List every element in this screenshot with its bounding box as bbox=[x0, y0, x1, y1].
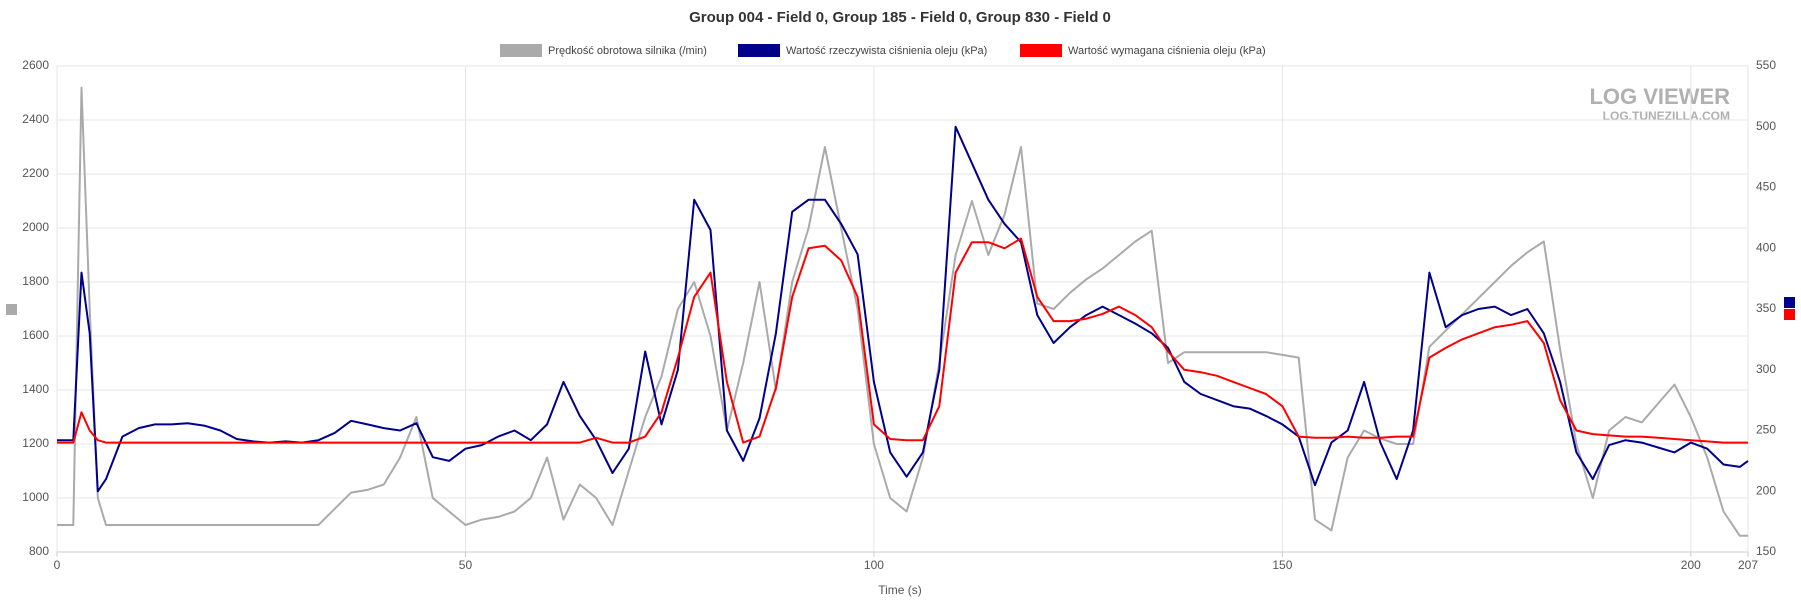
legend-label: Wartość rzeczywista ciśnienia oleju (kPa… bbox=[786, 45, 987, 57]
y2-tick-label: 400 bbox=[1756, 240, 1776, 254]
y-tick-label: 2400 bbox=[22, 112, 49, 126]
axis-marker bbox=[1784, 297, 1795, 308]
y-tick-label: 2200 bbox=[22, 166, 49, 180]
y2-tick-label: 350 bbox=[1756, 301, 1776, 315]
y-tick-label: 2000 bbox=[22, 220, 49, 234]
x-axis-label: Time (s) bbox=[878, 583, 922, 597]
y2-tick-label: 150 bbox=[1756, 544, 1776, 558]
y-tick-label: 2600 bbox=[22, 58, 49, 72]
x-tick-label: 100 bbox=[864, 558, 884, 572]
legend-swatch bbox=[1020, 44, 1062, 57]
y2-tick-label: 550 bbox=[1756, 58, 1776, 72]
y2-tick-label: 250 bbox=[1756, 423, 1776, 437]
watermark-title: LOG VIEWER bbox=[1589, 84, 1730, 109]
y-tick-label: 1000 bbox=[22, 490, 49, 504]
legend-swatch bbox=[738, 44, 780, 57]
y2-tick-label: 450 bbox=[1756, 180, 1776, 194]
y2-tick-label: 500 bbox=[1756, 119, 1776, 133]
series-line bbox=[57, 125, 1749, 493]
axis-marker bbox=[6, 304, 17, 315]
y-tick-label: 800 bbox=[29, 544, 49, 558]
x-tick-label: 207 bbox=[1738, 558, 1758, 572]
y-tick-label: 1600 bbox=[22, 328, 49, 342]
series-line bbox=[57, 86, 1748, 537]
legend-label: Wartość wymagana ciśnienia oleju (kPa) bbox=[1068, 45, 1266, 57]
x-tick-label: 200 bbox=[1681, 558, 1701, 572]
x-tick-label: 50 bbox=[459, 558, 473, 572]
chart-title: Group 004 - Field 0, Group 185 - Field 0… bbox=[689, 9, 1111, 26]
series-line bbox=[57, 237, 1748, 444]
y2-tick-label: 200 bbox=[1756, 483, 1776, 497]
axis-marker bbox=[1784, 309, 1795, 320]
x-tick-label: 0 bbox=[54, 558, 61, 572]
x-tick-label: 150 bbox=[1272, 558, 1292, 572]
y-tick-label: 1400 bbox=[22, 382, 49, 396]
watermark-subtitle: LOG.TUNEZILLA.COM bbox=[1603, 109, 1730, 123]
y2-tick-label: 300 bbox=[1756, 362, 1776, 376]
y-tick-label: 1200 bbox=[22, 436, 49, 450]
legend-label: Prędkość obrotowa silnika (/min) bbox=[548, 45, 707, 57]
legend-swatch bbox=[500, 44, 542, 57]
y-tick-label: 1800 bbox=[22, 274, 49, 288]
